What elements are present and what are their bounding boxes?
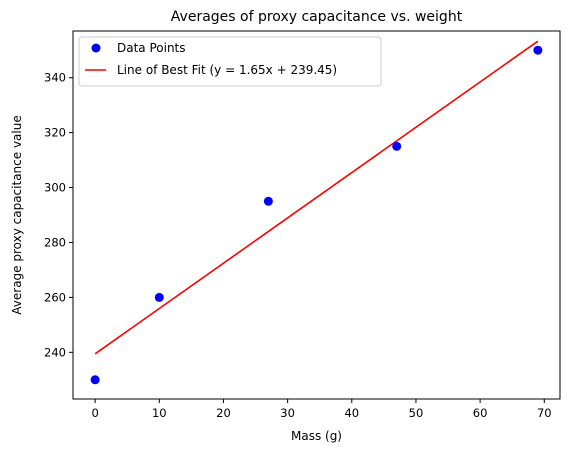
best-fit-line-group — [94, 40, 539, 355]
legend: Data Points Line of Best Fit (y = 1.65x … — [78, 36, 382, 87]
y-axis: 240 260 280 300 320 340 — [44, 71, 73, 359]
data-point — [154, 292, 164, 302]
y-axis-title: Average proxy capacitance value — [10, 115, 24, 314]
y-tick-label: 300 — [44, 181, 66, 195]
best-fit-line — [94, 40, 539, 355]
data-point — [533, 45, 543, 55]
plot-area: 0 10 20 30 40 50 60 70 240 260 280 300 320 340 — [44, 30, 561, 420]
y-tick-label: 280 — [44, 235, 66, 249]
legend-marker-data-points — [91, 43, 101, 53]
y-tick-label: 320 — [44, 126, 66, 140]
y-tick-label: 260 — [44, 290, 66, 304]
x-tick-label: 20 — [216, 406, 231, 420]
data-point — [263, 196, 273, 206]
legend-label-data-points: Data Points — [117, 41, 186, 55]
x-axis: 0 10 20 30 40 50 60 70 — [91, 399, 552, 420]
data-points-group — [90, 45, 543, 385]
x-tick-label: 0 — [91, 406, 98, 420]
data-point — [90, 375, 100, 385]
legend-box — [78, 36, 382, 87]
y-tick-label: 340 — [44, 71, 66, 85]
data-point — [392, 141, 402, 151]
x-tick-label: 50 — [409, 406, 424, 420]
legend-label-best-fit: Line of Best Fit (y = 1.65x + 239.45) — [117, 63, 337, 77]
x-tick-label: 30 — [280, 406, 295, 420]
x-tick-label: 60 — [473, 406, 488, 420]
chart-title: Averages of proxy capacitance vs. weight — [171, 9, 463, 25]
plot-frame — [72, 30, 561, 400]
x-tick-label: 70 — [537, 406, 552, 420]
x-axis-title: Mass (g) — [291, 429, 342, 443]
y-tick-label: 240 — [44, 345, 66, 359]
x-tick-label: 10 — [152, 406, 167, 420]
x-tick-label: 40 — [344, 406, 359, 420]
